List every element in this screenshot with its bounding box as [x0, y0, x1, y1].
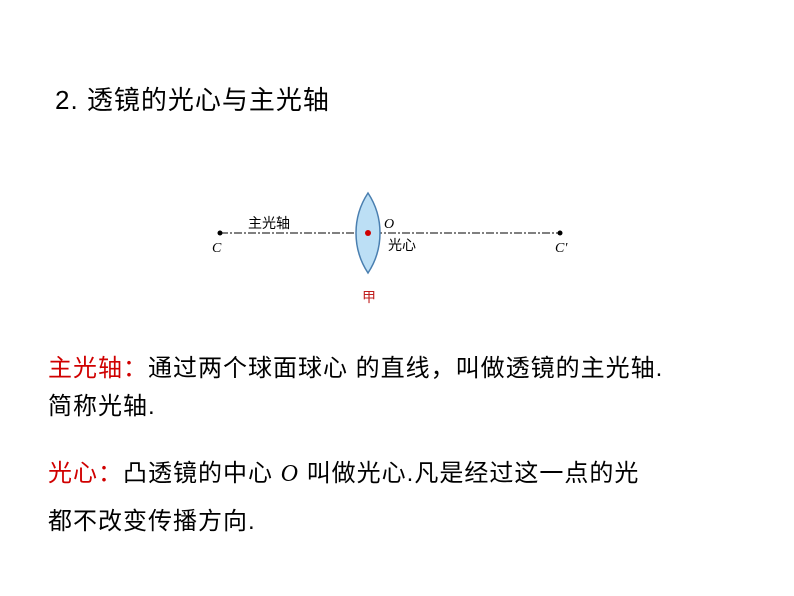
label-o: O	[384, 217, 394, 233]
label-principal-axis: 主光轴	[248, 213, 290, 233]
text-p1-line2: 简称光轴.	[48, 393, 156, 420]
diagram-caption: 甲	[362, 287, 376, 307]
text-p1-line1: 通过两个球面球心 的直线，叫做透镜的主光轴.	[148, 355, 663, 382]
text-p2-post1: 叫做光心.凡是经过这一点的光	[299, 460, 639, 487]
term-principal-axis: 主光轴：	[48, 355, 148, 382]
lens-diagram: 主光轴 C C' O 光心 甲	[210, 185, 570, 315]
text-p2-pre: 凸透镜的中心	[123, 460, 281, 487]
symbol-o: O	[281, 461, 299, 487]
label-c-right: C'	[555, 241, 567, 257]
term-optical-center: 光心：	[48, 460, 123, 487]
label-c-left: C	[212, 241, 221, 257]
text-p2-post2: 都不改变传播方向.	[48, 508, 256, 535]
label-optical-center: 光心	[388, 235, 416, 255]
definition-principal-axis: 主光轴：通过两个球面球心 的直线，叫做透镜的主光轴. 简称光轴.	[48, 350, 748, 427]
definition-optical-center: 光心：凸透镜的中心 O 叫做光心.凡是经过这一点的光 都不改变传播方向.	[48, 450, 748, 546]
section-heading: 2. 透镜的光心与主光轴	[55, 80, 330, 117]
